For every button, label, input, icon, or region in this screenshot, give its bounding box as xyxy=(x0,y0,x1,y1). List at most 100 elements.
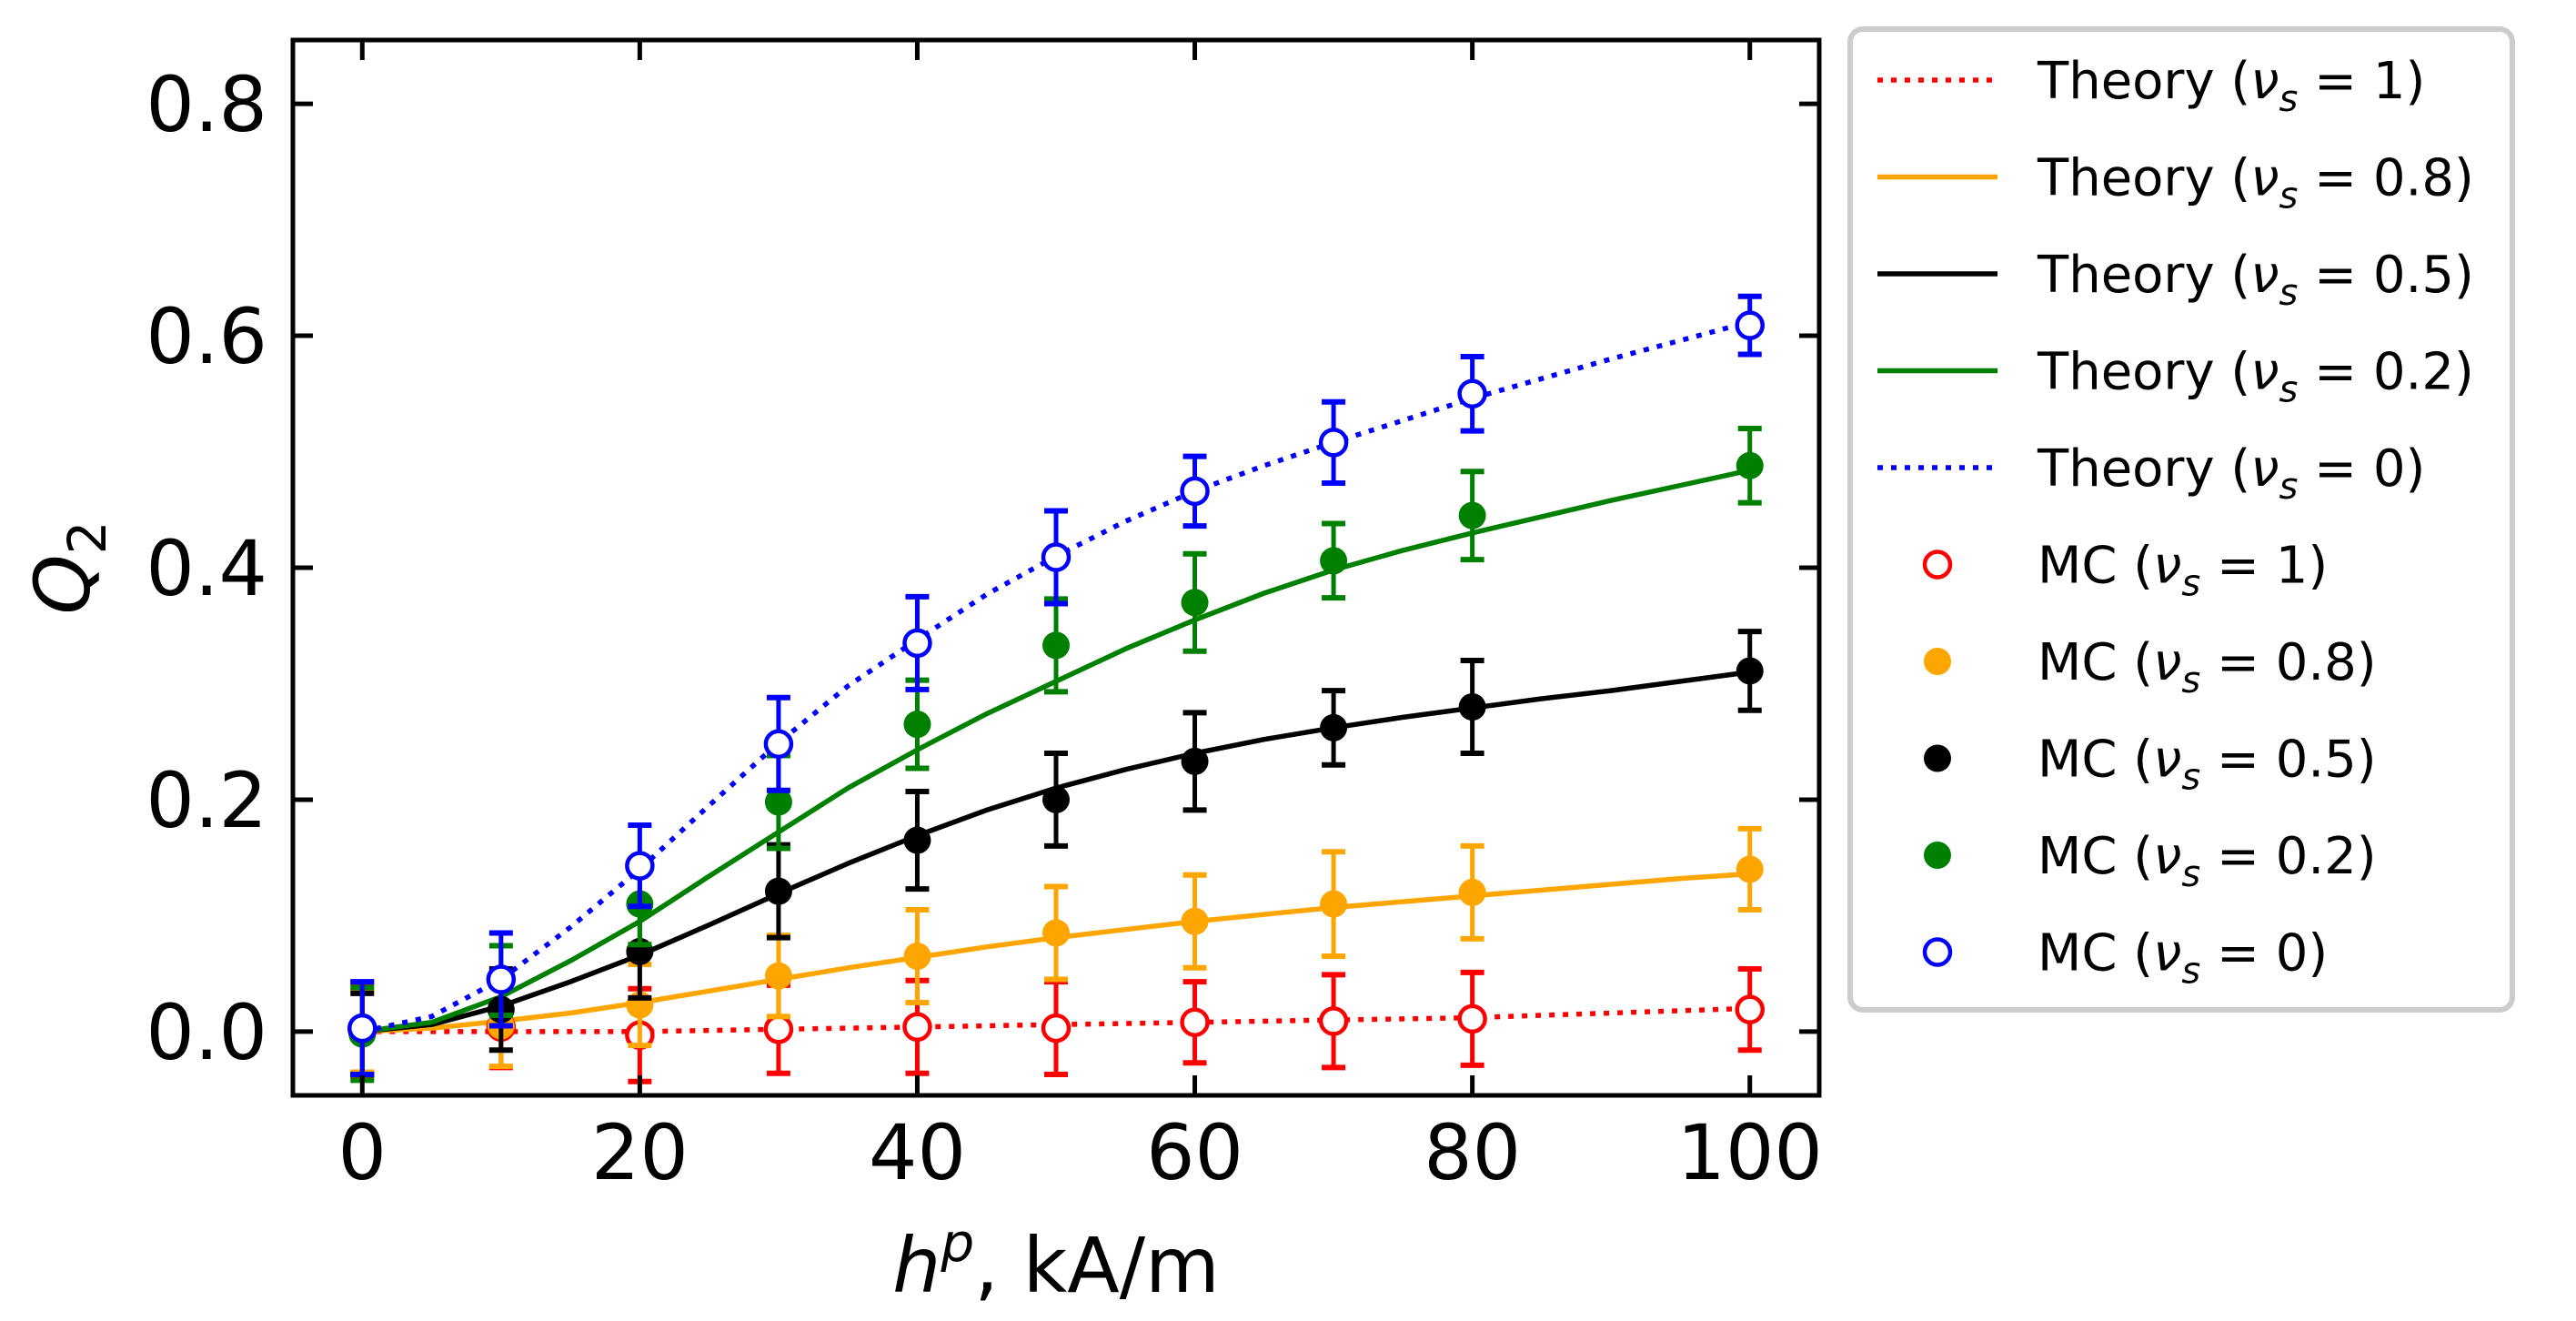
y-axis-label: Q2 xyxy=(18,520,118,614)
legend-label-prefix: MC ( xyxy=(2038,924,2153,983)
x-tick-label: 80 xyxy=(1424,1108,1521,1197)
legend-label-prefix: Theory ( xyxy=(2037,439,2250,499)
data-point xyxy=(902,1012,932,1043)
data-point xyxy=(1735,310,1765,340)
legend-label-mc-0: MC (νs = 1) xyxy=(2038,537,2328,605)
y-tick-label: 0.0 xyxy=(146,988,267,1077)
data-point xyxy=(763,1014,794,1044)
y-tick-label: 0.8 xyxy=(146,60,267,149)
legend-label-sub: s xyxy=(2279,466,2299,508)
legend-label-prefix: MC ( xyxy=(2038,633,2153,692)
legend-marker-3 xyxy=(1924,842,1951,869)
axes: hp, kA/m Q2 xyxy=(18,37,1822,1310)
legend-label-sub: s xyxy=(2279,176,2299,217)
legend: Theory (νs = 1)Theory (νs = 0.8)Theory (… xyxy=(1847,26,2515,1013)
x-tick-label: 40 xyxy=(869,1108,966,1197)
legend-label-value: = 0.8) xyxy=(2298,149,2473,208)
legend-marker-1 xyxy=(1924,648,1951,675)
legend-label-nu: ν xyxy=(2153,731,2181,790)
legend-label-nu: ν xyxy=(2153,537,2181,596)
data-point xyxy=(1180,1007,1210,1037)
legend-label-prefix: Theory ( xyxy=(2037,52,2250,111)
legend-label-prefix: Theory ( xyxy=(2037,343,2250,402)
legend-label-value: = 1) xyxy=(2200,537,2328,596)
legend-label-sub: s xyxy=(2181,757,2200,799)
legend-label-value: = 0.5) xyxy=(2298,246,2473,305)
data-point xyxy=(903,826,931,854)
legend-label-mc-2: MC (νs = 0.5) xyxy=(2038,731,2377,799)
ticks: 0 20 40 60 80 100 0.0 0.2 0.4 0.6 0.8 xyxy=(146,40,1823,1197)
legend-label-prefix: Theory ( xyxy=(2037,246,2250,305)
legend-label-sub: s xyxy=(2181,660,2200,701)
data-point xyxy=(902,628,932,659)
y-tick-label: 0.2 xyxy=(146,756,267,845)
data-point xyxy=(1458,692,1486,721)
legend-label-sub: s xyxy=(2279,78,2299,120)
legend-label-theory-2: Theory (νs = 0.5) xyxy=(2037,246,2474,314)
x-tick-label: 100 xyxy=(1677,1108,1823,1197)
data-point xyxy=(764,962,792,990)
data-point xyxy=(1041,542,1072,572)
legend-label-mc-4: MC (νs = 0) xyxy=(2038,924,2328,993)
legend-label-value: = 0.2) xyxy=(2298,343,2473,402)
data-point xyxy=(1736,657,1764,685)
x-axis-label-rest: , kA/m xyxy=(974,1221,1220,1310)
data-point xyxy=(903,943,931,971)
legend-label-nu: ν xyxy=(2250,246,2279,305)
legend-label-value: = 0) xyxy=(2298,439,2425,499)
data-point xyxy=(625,851,655,881)
legend-label-nu: ν xyxy=(2250,149,2279,208)
data-point xyxy=(1457,1003,1487,1034)
data-point xyxy=(1457,378,1487,409)
legend-label-value: = 1) xyxy=(2298,52,2425,111)
legend-label-prefix: MC ( xyxy=(2038,731,2153,790)
x-axis-label-main: h xyxy=(892,1221,941,1310)
x-tick-label: 60 xyxy=(1146,1108,1243,1197)
data-point xyxy=(1042,919,1070,947)
legend-label-sub: s xyxy=(2181,563,2200,605)
mc-series-4 xyxy=(347,293,1765,1078)
data-point xyxy=(1181,747,1209,775)
legend-marker-2 xyxy=(1924,744,1951,772)
data-point xyxy=(1735,994,1765,1024)
x-axis-label: hp, kA/m xyxy=(892,1212,1220,1310)
data-point xyxy=(1042,785,1070,813)
data-point xyxy=(1736,451,1764,479)
data-point xyxy=(1041,1013,1072,1044)
legend-label-mc-3: MC (νs = 0.2) xyxy=(2038,827,2377,895)
data-point xyxy=(1042,631,1070,660)
data-point xyxy=(1458,501,1486,529)
y-axis-label-sub: 2 xyxy=(56,520,118,554)
legend-label-nu: ν xyxy=(2153,827,2181,886)
y-tick-label: 0.6 xyxy=(146,292,267,381)
data-point xyxy=(1736,855,1764,883)
legend-label-sub: s xyxy=(2279,369,2299,411)
data-point xyxy=(763,729,794,760)
legend-label-nu: ν xyxy=(2250,343,2279,402)
data-point xyxy=(1458,878,1486,906)
legend-label-theory-3: Theory (νs = 0.2) xyxy=(2037,343,2474,411)
legend-marker-4 xyxy=(1922,937,1953,967)
data-point xyxy=(1320,890,1348,918)
legend-label-nu: ν xyxy=(2153,633,2181,692)
data-point xyxy=(764,877,792,905)
legend-label-theory-0: Theory (νs = 1) xyxy=(2037,52,2425,120)
x-axis-label-sup: p xyxy=(940,1212,974,1274)
legend-marker-0 xyxy=(1922,550,1953,580)
legend-label-mc-1: MC (νs = 0.8) xyxy=(2038,633,2377,701)
x-tick-label: 20 xyxy=(591,1108,689,1197)
data-point xyxy=(1320,713,1348,741)
data-point xyxy=(1318,1006,1349,1036)
legend-label-theory-4: Theory (νs = 0) xyxy=(2037,439,2425,508)
legend-label-sub: s xyxy=(2279,272,2299,314)
legend-label-nu: ν xyxy=(2153,924,2181,983)
data-point xyxy=(1180,476,1210,507)
legend-label-theory-1: Theory (νs = 0.8) xyxy=(2037,149,2474,217)
data-point xyxy=(347,1013,377,1044)
data-point xyxy=(486,964,517,994)
data-point xyxy=(1181,589,1209,617)
data-point xyxy=(1320,547,1348,575)
legend-label-sub: s xyxy=(2181,951,2200,993)
legend-label-prefix: MC ( xyxy=(2038,537,2153,596)
